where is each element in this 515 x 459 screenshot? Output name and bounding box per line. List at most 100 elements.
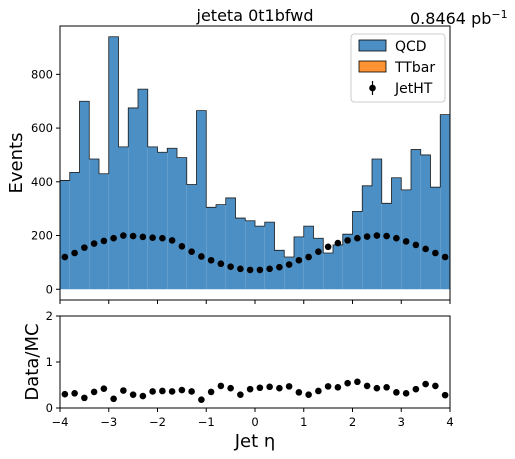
qcd-bar (421, 155, 431, 289)
legend: QCD TTbar JetHT (351, 34, 445, 102)
main-ytick-label: 600 (31, 121, 53, 135)
qcd-bar (60, 180, 70, 289)
jetht-point (227, 263, 234, 270)
qcd-bar (372, 159, 382, 289)
jetht-point (81, 244, 88, 251)
ratio-point (305, 391, 312, 398)
ratio-xtick-label: −1 (198, 415, 215, 429)
ratio-point (81, 395, 88, 402)
chart-title: jeteta 0t1bfwd (196, 6, 314, 25)
qcd-bar (323, 253, 333, 289)
ratio-point (383, 384, 390, 391)
legend-qcd-label: QCD (395, 39, 427, 55)
jetht-point (364, 233, 371, 240)
qcd-bar (226, 198, 236, 289)
ratio-point (62, 391, 69, 398)
jetht-point (276, 264, 283, 271)
jetht-point (393, 235, 400, 242)
qcd-bar (89, 159, 99, 289)
ratio-ylabel: Data/MC (22, 323, 43, 400)
ratio-point (442, 392, 449, 399)
ratio-point (218, 383, 225, 390)
ratio-ytick-label: 0 (46, 401, 53, 415)
ratio-point (179, 387, 186, 394)
ratio-xtick-label: −3 (100, 415, 117, 429)
qcd-bar (99, 174, 109, 290)
ratio-point (432, 383, 439, 390)
ratio-point (71, 390, 78, 397)
legend-qcd-swatch (359, 40, 386, 51)
ratio-point (364, 383, 371, 390)
jetht-point (198, 253, 205, 260)
ratio-xtick-label: 1 (300, 415, 307, 429)
ratio-point (315, 388, 322, 395)
qcd-bar (353, 211, 363, 289)
jetht-point (422, 246, 429, 253)
jetht-point (257, 267, 264, 274)
ratio-point (266, 384, 273, 391)
qcd-bar (197, 111, 207, 290)
jetht-point (62, 254, 69, 261)
jetht-point (169, 237, 176, 244)
jetht-point (354, 235, 361, 242)
qcd-bar (80, 101, 90, 289)
ratio-point (393, 389, 400, 396)
qcd-bar (265, 222, 275, 289)
ratio-xtick-label: −2 (149, 415, 166, 429)
jetht-point (149, 234, 156, 241)
legend-ttbar-label: TTbar (394, 60, 435, 76)
luminosity-value: 0.8464 pb (410, 9, 491, 28)
jetht-point (208, 257, 215, 264)
qcd-bar (216, 205, 226, 290)
ratio-point (198, 396, 205, 403)
ratio-point (422, 381, 429, 388)
ratio-ytick-label: 2 (46, 309, 53, 323)
qcd-bar (158, 152, 168, 289)
ratio-point (159, 388, 166, 395)
jetht-point (101, 238, 108, 245)
qcd-bar (70, 172, 80, 289)
ratio-xtick-label: 0 (251, 415, 258, 429)
jetht-point (432, 250, 439, 257)
jetht-point (286, 261, 293, 268)
qcd-bar (148, 147, 158, 289)
ratio-point (276, 385, 283, 392)
ratio-point (374, 385, 381, 392)
jetht-point (247, 267, 254, 274)
ratio-point (413, 386, 420, 393)
jetht-point (130, 233, 137, 240)
ratio-xlabel: Jet η (234, 431, 276, 452)
qcd-bar (177, 158, 187, 290)
ratio-point (208, 389, 215, 396)
qcd-bar (119, 147, 129, 289)
ratio-point (101, 385, 108, 392)
qcd-bar (128, 108, 138, 289)
ratio-point (130, 391, 137, 398)
jetht-point (188, 248, 195, 255)
luminosity-exponent: −1 (491, 8, 507, 21)
ratio-point (325, 383, 332, 390)
jetht-point (71, 250, 78, 257)
qcd-bar (333, 245, 343, 289)
qcd-bar (382, 203, 392, 289)
jetht-point (325, 244, 332, 251)
jetht-point (315, 248, 322, 255)
jetht-point (140, 234, 147, 241)
qcd-bar (187, 184, 197, 289)
jetht-point (383, 233, 390, 240)
ratio-xtick-label: 4 (446, 415, 453, 429)
main-ytick-label: 400 (31, 175, 53, 189)
main-ylabel: Events (6, 133, 27, 194)
ratio-point (120, 387, 127, 394)
ratio-xtick-label: −4 (52, 415, 69, 429)
jetht-point (91, 240, 98, 247)
ratio-point (335, 384, 342, 391)
ratio-point (237, 391, 244, 398)
jetht-point (218, 260, 225, 267)
jetht-point (120, 232, 127, 239)
jetht-point (442, 254, 449, 261)
qcd-bar (109, 37, 119, 290)
ratio-point (149, 388, 156, 395)
qcd-bar (440, 115, 450, 290)
